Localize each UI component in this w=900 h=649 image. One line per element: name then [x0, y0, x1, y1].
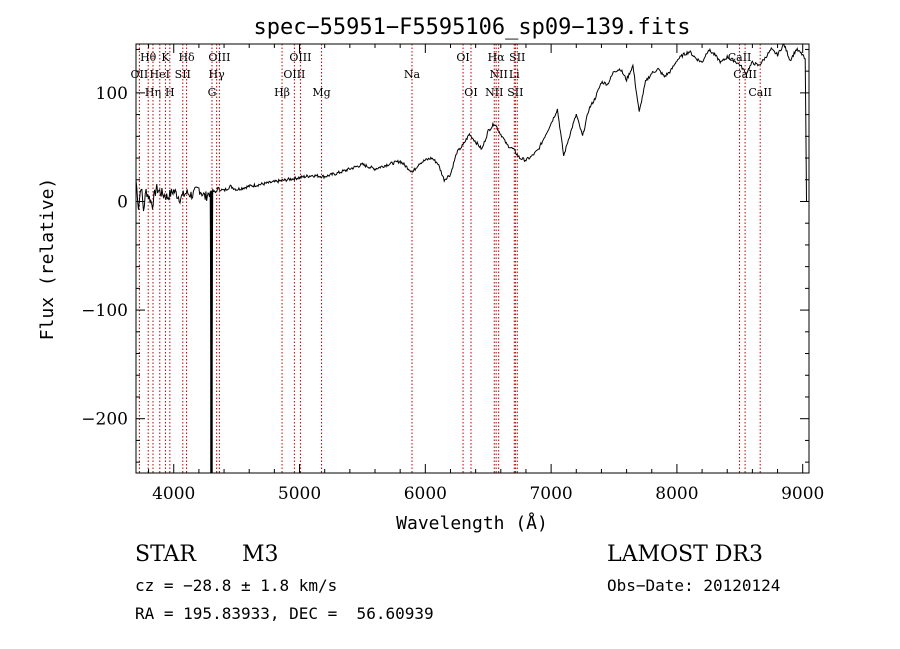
line-label-1-2: SII — [175, 68, 191, 81]
line-label-1-7: Li — [509, 68, 520, 81]
line-label-1-0: OII — [131, 68, 149, 81]
x-tick-label-9000: 9000 — [781, 484, 824, 504]
line-label-2-6: NII — [485, 86, 503, 99]
line-label-0-1: K — [161, 51, 170, 64]
line-label-2-0: Hη — [145, 86, 161, 99]
line-label-2-4: Mg — [312, 86, 330, 99]
spectrum-line — [135, 43, 807, 474]
x-tick-label-4000: 4000 — [152, 484, 195, 504]
y-axis-label: Flux (relative) — [37, 178, 58, 341]
line-label-0-2: Hδ — [178, 51, 195, 64]
line-label-2-2: G — [208, 86, 217, 99]
plot-frame — [135, 43, 810, 474]
line-label-0-8: CaII — [728, 51, 752, 64]
object-subclass: M3 — [242, 542, 279, 567]
line-label-0-7: SII — [509, 51, 525, 64]
line-label-2-7: SII — [507, 86, 523, 99]
x-tick-label-5000: 5000 — [278, 484, 321, 504]
line-label-1-1: HeI — [150, 68, 170, 81]
line-label-0-5: OI — [456, 51, 469, 64]
line-label-0-0: Hθ — [140, 51, 157, 64]
obs-date: Obs−Date: 20120124 — [607, 576, 780, 595]
line-label-0-6: Hα — [488, 51, 506, 64]
coordinates: RA = 195.83933, DEC = 56.60939 — [135, 604, 434, 623]
line-label-1-4: OIII — [283, 68, 305, 81]
line-label-2-3: Hβ — [274, 86, 290, 99]
line-label-2-8: CaII — [748, 86, 772, 99]
line-label-1-3: Hγ — [209, 68, 226, 81]
line-label-1-6: NII — [490, 68, 508, 81]
y-tick-label-0: 0 — [117, 192, 128, 212]
line-label-0-3: OIII — [208, 51, 230, 64]
y-tick-label-100: 100 — [96, 84, 128, 104]
object-type: STAR — [135, 542, 197, 567]
line-label-1-5: Na — [404, 68, 421, 81]
x-tick-label-6000: 6000 — [404, 484, 447, 504]
x-tick-label-7000: 7000 — [529, 484, 572, 504]
y-tick-label--100: −100 — [81, 301, 128, 321]
line-label-0-4: OIII — [289, 51, 311, 64]
chart-title: spec−55951−F5595106_sp09−139.fits — [253, 15, 690, 40]
line-label-1-8: CaII — [733, 68, 757, 81]
survey-name: LAMOST DR3 — [607, 542, 763, 567]
line-label-2-1: H — [165, 86, 175, 99]
x-axis-label: Wavelength (Å) — [396, 512, 548, 534]
x-tick-label-8000: 8000 — [655, 484, 698, 504]
y-tick-label--200: −200 — [81, 410, 128, 430]
line-label-2-5: OI — [464, 86, 477, 99]
redshift-value: cz = −28.8 ± 1.8 km/s — [135, 576, 337, 595]
